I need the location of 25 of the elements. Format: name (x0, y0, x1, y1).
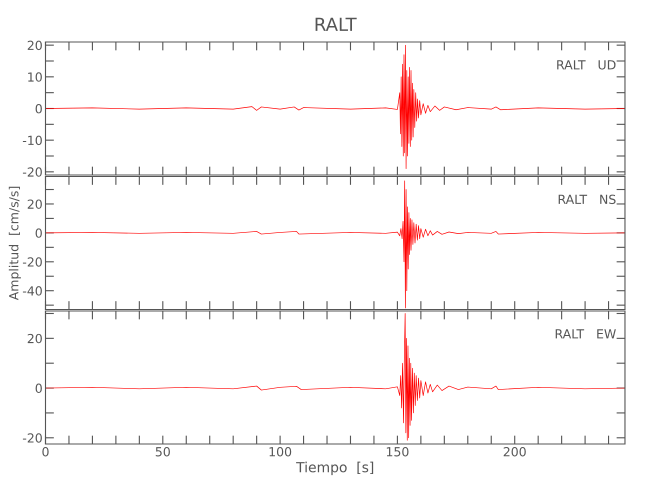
annotation: RALT UD (557, 60, 616, 70)
x-tick-label: 0 (42, 447, 49, 456)
y-tick-label: 20 (28, 334, 42, 344)
y-tick-label: 20 (28, 199, 42, 209)
y-tick-label: -20 (22, 167, 42, 177)
x-tick-label: 150 (386, 447, 409, 456)
y-tick-label: 0 (36, 384, 42, 393)
x-tick-label: 50 (156, 447, 170, 456)
y-tick-label: 10 (28, 72, 42, 82)
annotation: RALT EW (556, 329, 616, 338)
y-tick-label: 20 (28, 40, 42, 50)
chart-title: RALT (316, 18, 357, 31)
y-tick-label: -40 (22, 286, 42, 296)
y-tick-label: 0 (36, 104, 42, 114)
x-axis-title: Tiempo [s] (296, 462, 374, 476)
annotation: RALT NS (558, 194, 616, 204)
y-tick-label: -20 (22, 433, 42, 443)
line-series (46, 44, 625, 170)
y-tick-label: 0 (36, 228, 42, 238)
x-tick-label: 100 (270, 447, 292, 456)
y-tick-label: -10 (22, 136, 42, 146)
y-axis-title: Amplitud [cm/s/s] (8, 186, 21, 300)
y-tick-label: -20 (22, 257, 42, 267)
x-tick-label: 200 (504, 447, 526, 456)
line-series (46, 313, 625, 441)
